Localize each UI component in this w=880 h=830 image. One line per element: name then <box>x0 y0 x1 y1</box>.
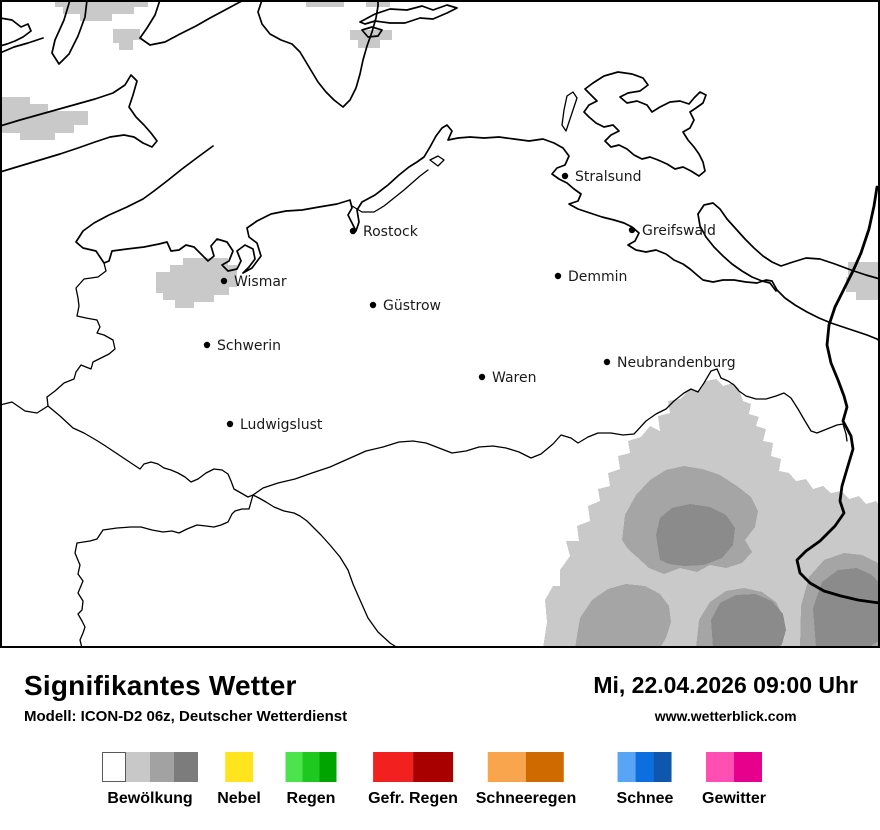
website-url: www.wetterblick.com <box>654 708 797 724</box>
city-dot <box>369 301 377 309</box>
model-info: Modell: ICON-D2 06z, Deutscher Wetterdie… <box>24 708 348 725</box>
city-dot <box>478 373 486 381</box>
legend-label: Gefr. Regen <box>368 790 458 807</box>
legend-swatch-row <box>617 752 674 782</box>
legend-color-swatch <box>733 752 762 782</box>
city-marker: Ludwigslust <box>226 417 323 433</box>
city-dot <box>561 172 569 180</box>
legend-color-swatch <box>150 752 174 782</box>
weather-map: Stralsund Greifswald Rostock Demmin Wismar Gü… <box>0 0 880 648</box>
city-label: Greifswald <box>642 223 716 239</box>
city-markers: Stralsund Greifswald Rostock Demmin Wismar Gü… <box>203 169 736 433</box>
page-title: Signifikantes Wetter <box>24 670 297 701</box>
city-marker: Güstrow <box>369 298 441 314</box>
legend-swatch-row <box>285 752 337 782</box>
legend-swatch-row <box>702 752 766 782</box>
legend-color-swatch <box>319 752 337 782</box>
legend-color-swatch <box>525 752 564 782</box>
legend-group: Regen <box>285 752 337 808</box>
legend-row: Bewölkung Nebel Regen Gefr. Regen Schneerege… <box>0 752 880 822</box>
legend-color-swatch <box>635 752 654 782</box>
legend-label: Bewölkung <box>107 790 193 807</box>
map-footer: Signifikantes Wetter Modell: ICON-D2 06z… <box>0 648 880 830</box>
city-dot <box>554 272 562 280</box>
legend-label: Regen <box>286 790 336 807</box>
legend-group: Schneeregen <box>476 752 576 808</box>
weather-map-svg: Stralsund Greifswald Rostock Demmin Wismar Gü… <box>0 0 880 648</box>
legend-group: Gewitter <box>702 752 766 808</box>
legend-color-swatch <box>705 752 734 782</box>
legend-color-swatch <box>653 752 672 782</box>
city-dot <box>220 277 228 285</box>
legend-group: Gefr. Regen <box>368 752 458 808</box>
city-label: Waren <box>492 370 536 386</box>
city-dot <box>349 227 357 235</box>
city-marker: Rostock <box>349 224 419 240</box>
city-dot <box>203 341 211 349</box>
legend-color-swatch <box>302 752 320 782</box>
legend-color-swatch <box>617 752 636 782</box>
legend-swatch-row <box>102 752 198 782</box>
map-frame <box>0 0 880 648</box>
legend-swatch-row <box>217 752 261 782</box>
city-label: Demmin <box>568 269 627 285</box>
legend-label: Gewitter <box>701 790 767 807</box>
legend-group: Schnee <box>616 752 674 808</box>
city-label: Neubrandenburg <box>617 355 736 371</box>
city-marker: Waren <box>478 370 536 386</box>
coastlines <box>0 0 880 648</box>
city-marker: Neubrandenburg <box>603 355 736 371</box>
legend-group: Nebel <box>217 752 261 808</box>
legend-swatch-row <box>476 752 576 782</box>
city-dot <box>628 226 636 234</box>
city-label: Schwerin <box>217 338 281 354</box>
city-label: Wismar <box>234 274 287 290</box>
datetime-block: Mi, 22.04.2026 09:00 Uhr www.wetterblick… <box>593 672 858 724</box>
forecast-datetime: Mi, 22.04.2026 09:00 Uhr <box>593 672 858 698</box>
legend-color-swatch <box>413 752 453 782</box>
city-marker: Demmin <box>554 269 627 285</box>
city-label: Güstrow <box>383 298 441 314</box>
legend-color-swatch <box>126 752 150 782</box>
legend-color-swatch <box>224 752 253 782</box>
legend-label: Schnee <box>616 790 674 807</box>
legend-color-swatch <box>174 752 198 782</box>
legend-color-swatch <box>487 752 526 782</box>
city-marker: Greifswald <box>628 223 716 239</box>
legend-swatch-row <box>368 752 458 782</box>
city-label: Stralsund <box>575 169 642 185</box>
legend-label: Schneeregen <box>475 790 577 807</box>
city-marker: Stralsund <box>561 169 642 185</box>
city-dot <box>603 358 611 366</box>
legend-label: Nebel <box>217 790 261 807</box>
city-marker: Schwerin <box>203 338 281 354</box>
city-label: Ludwigslust <box>240 417 323 433</box>
city-marker: Wismar <box>220 274 287 290</box>
legend-group: Bewölkung <box>102 752 198 808</box>
city-dot <box>226 420 234 428</box>
legend-color-swatch <box>285 752 303 782</box>
cloud-areas <box>0 0 880 648</box>
legend-color-swatch <box>373 752 413 782</box>
legend-color-swatch <box>102 752 126 782</box>
city-label: Rostock <box>363 224 419 240</box>
